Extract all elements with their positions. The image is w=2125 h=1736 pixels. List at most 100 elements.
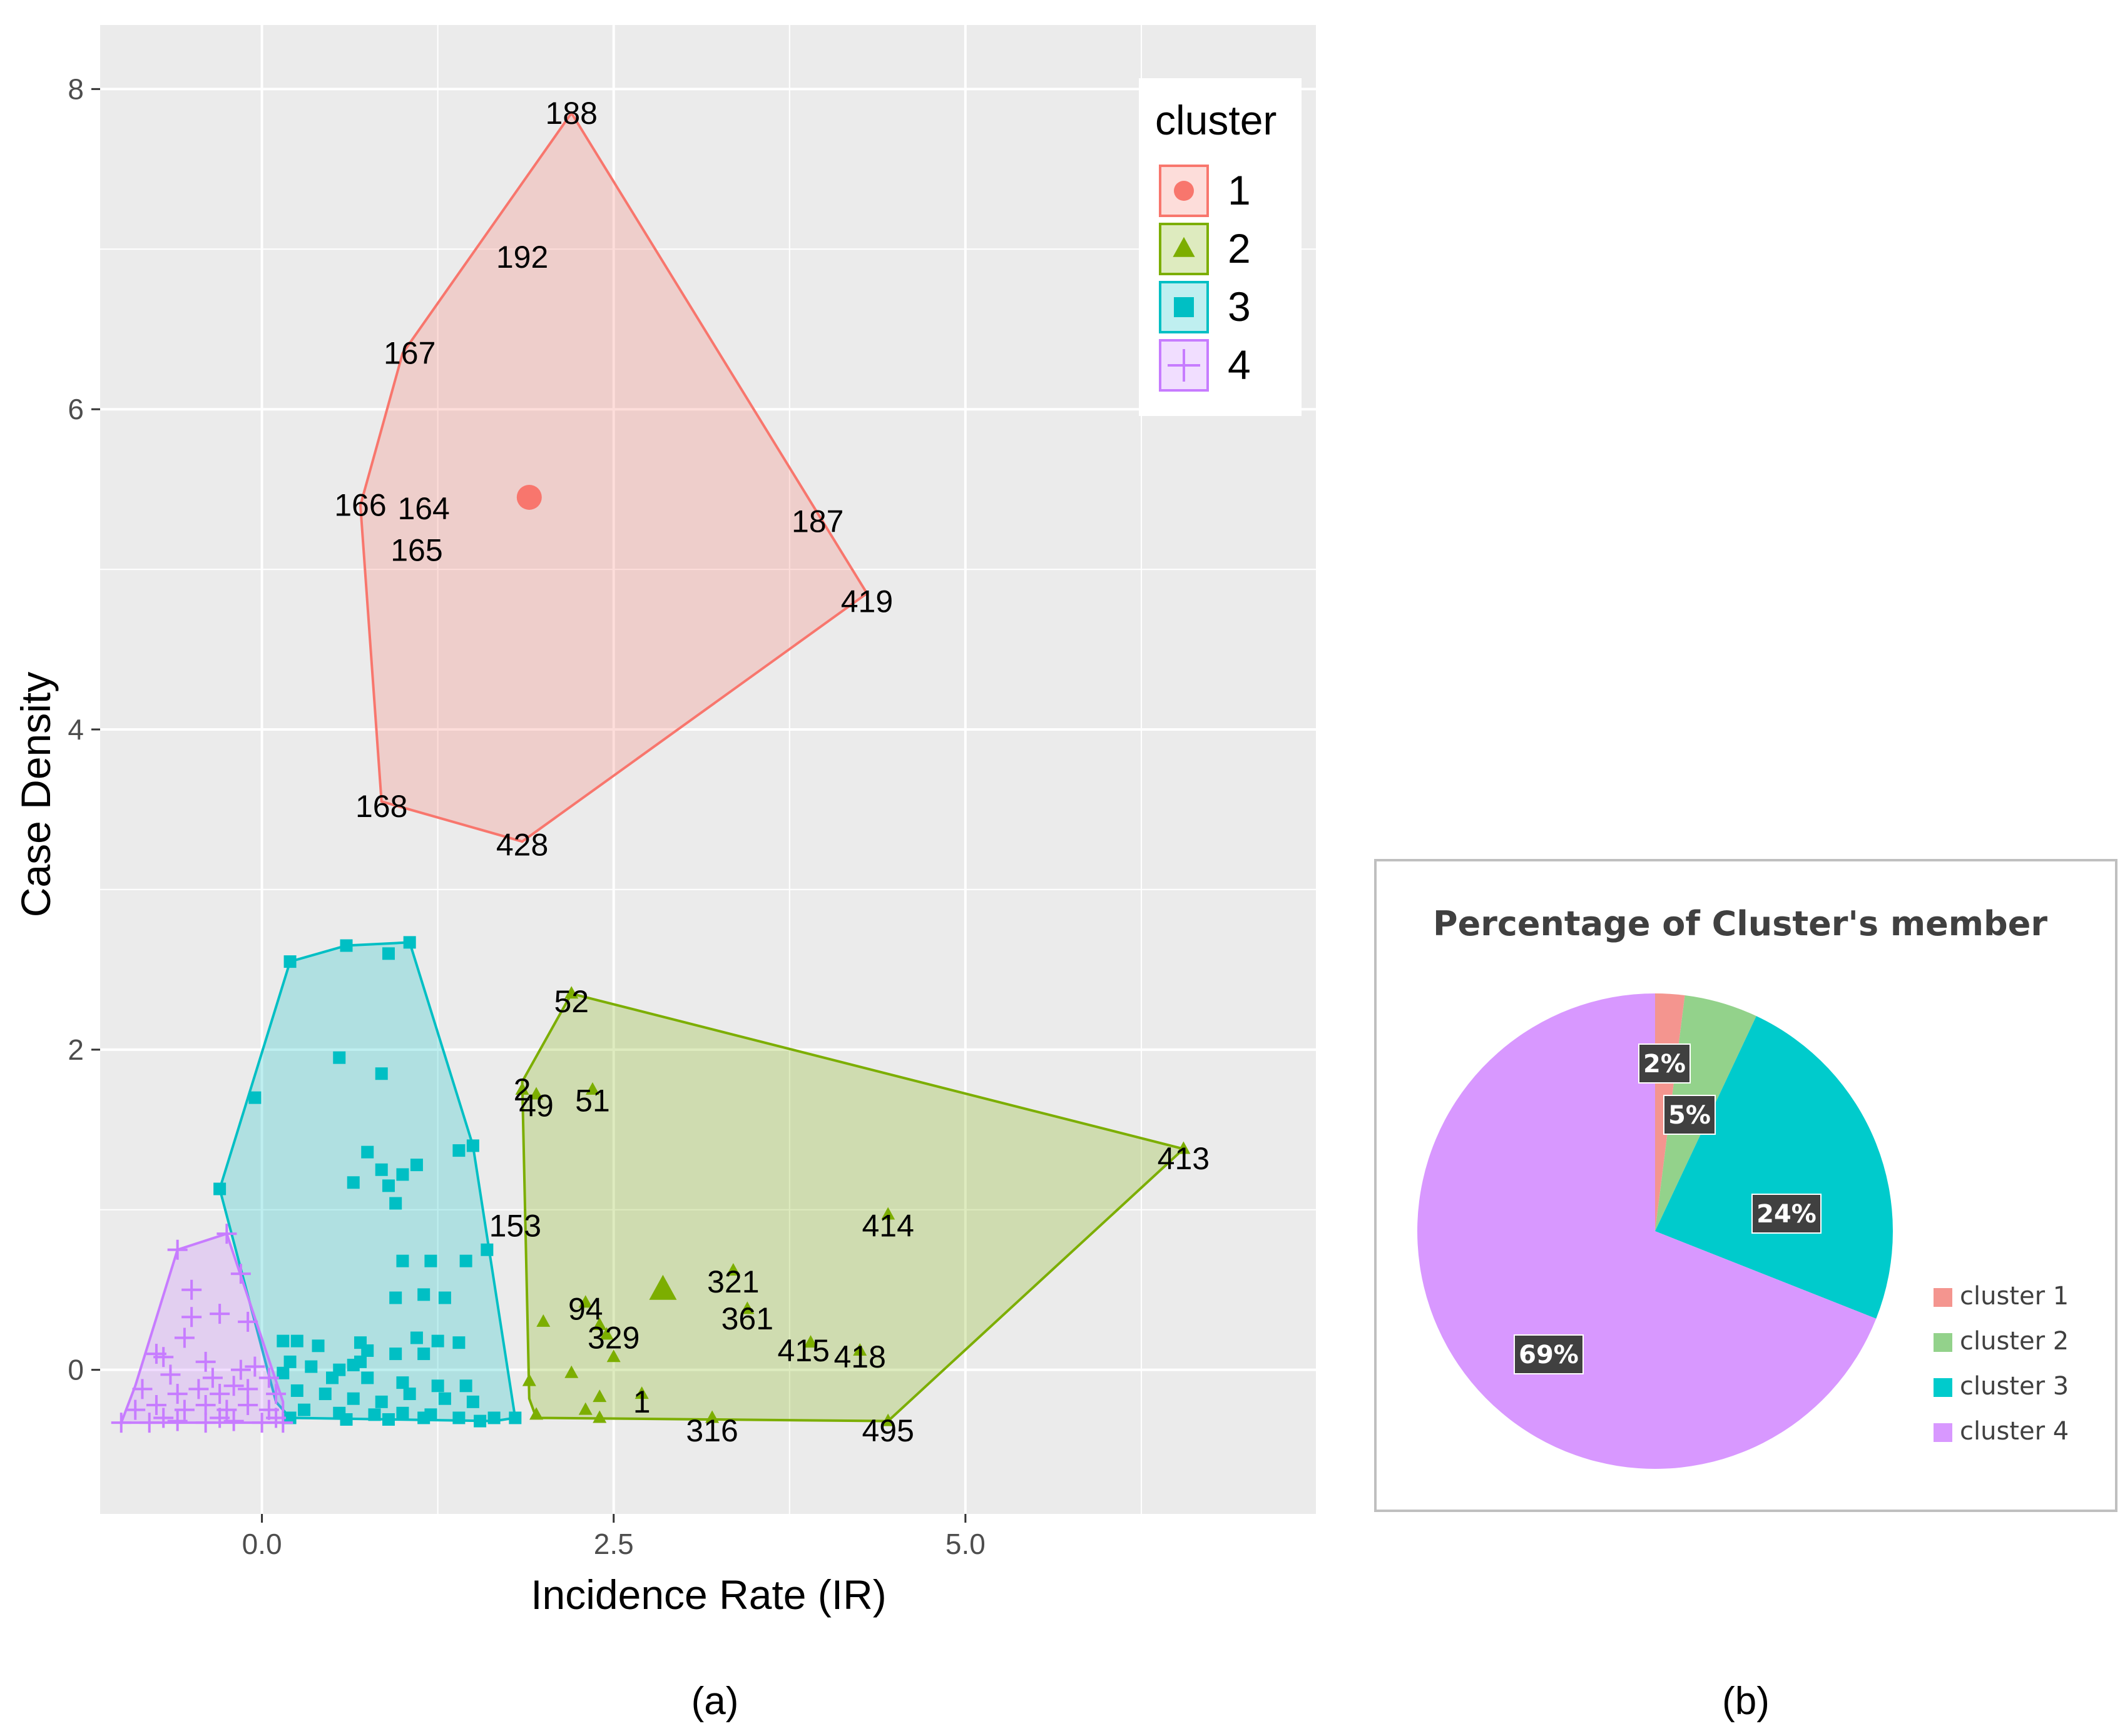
cluster-legend: cluster 1 2 3 4 (1139, 78, 1302, 416)
cluster-3-point (410, 1159, 423, 1172)
cluster-4-point (174, 1327, 195, 1348)
x-axis-title: Incidence Rate (IR) (531, 1571, 887, 1618)
cluster-4-point (223, 1411, 244, 1431)
cluster-3-point (347, 1392, 360, 1405)
data-label-text: 2% (1643, 1050, 1686, 1079)
legend-item-cluster-1: 1 (1159, 165, 1251, 217)
data-label-box (1751, 1194, 1822, 1234)
cluster-4-point (125, 1399, 146, 1420)
point-label: 2 (514, 1072, 531, 1107)
point-label: 167 (384, 336, 436, 371)
cluster-3-point (459, 1379, 472, 1393)
point-label: 94 (568, 1291, 603, 1326)
panel-caption-a: (a) (691, 1680, 739, 1723)
pie-legend-label: cluster 4 (1960, 1417, 2069, 1446)
cluster-4-point (153, 1408, 174, 1428)
point-label: 192 (496, 240, 548, 275)
cluster-3-point (410, 1331, 423, 1344)
cluster-3-point (361, 1371, 374, 1384)
cluster-3-point (396, 1376, 409, 1389)
point-label: 361 (721, 1301, 773, 1336)
cluster-3-point (283, 955, 297, 968)
point-label: 418 (834, 1339, 886, 1374)
cluster-3-point (466, 1395, 479, 1408)
cluster-3-point (290, 1334, 303, 1348)
cluster-3-point (487, 1411, 501, 1424)
cluster-2-centroid (649, 1274, 677, 1300)
data-label-box (1638, 1043, 1691, 1084)
cluster-4-point (167, 1239, 188, 1260)
cluster-3-point (326, 1371, 339, 1384)
cluster-4-point (195, 1413, 216, 1433)
data-label-box (1663, 1095, 1716, 1135)
point-label: 166 (334, 488, 386, 523)
legend-item-cluster-2: 2 (1159, 223, 1251, 275)
cluster-2-point (881, 1413, 895, 1426)
pie-legend-item: cluster 1 (1934, 1282, 2069, 1311)
point-label: 415 (778, 1333, 830, 1368)
cluster-3-point (248, 1091, 262, 1104)
cluster-4-point (230, 1359, 251, 1380)
point-label: 187 (792, 504, 843, 539)
gridlines (100, 25, 1318, 1514)
cluster-4-point (238, 1394, 258, 1415)
cluster-2-point (593, 1410, 607, 1423)
point-label: 419 (841, 584, 893, 619)
point-label: 316 (686, 1413, 738, 1448)
cluster-2-point (529, 1407, 544, 1420)
point-label: 188 (546, 96, 598, 131)
legend-key-marker (1174, 297, 1194, 317)
cluster-3-point (459, 1254, 472, 1267)
cluster-3-point (340, 1413, 353, 1426)
cluster-3-point (438, 1392, 451, 1405)
cluster-3-point (318, 1388, 332, 1401)
cluster-3-point (452, 1336, 466, 1349)
cluster-3-point (396, 1168, 409, 1181)
data-label-box (1514, 1334, 1584, 1374)
cluster-4-point (223, 1376, 244, 1396)
cluster-2-point (740, 1301, 755, 1314)
cluster-2-point (599, 1327, 614, 1340)
point-label: 164 (397, 491, 449, 526)
cluster-4-point (111, 1413, 131, 1433)
cluster-3-point (431, 1334, 444, 1348)
cluster-3-point (389, 1291, 402, 1304)
x-tick-label: 0.0 (242, 1528, 282, 1560)
point-label: 428 (496, 827, 548, 862)
pie-data-label: 2% (1638, 1043, 1691, 1084)
cluster-3-point (431, 1379, 444, 1393)
cluster-3-point (375, 1395, 388, 1408)
cluster-2-point (585, 1082, 599, 1095)
legend-background (1139, 78, 1302, 416)
panel-caption-b: (b) (1722, 1680, 1770, 1723)
x-tick-label: 2.5 (594, 1528, 634, 1560)
y-tick-label: 0 (68, 1354, 84, 1386)
cluster-3-point (347, 1359, 360, 1371)
point-label: 413 (1158, 1141, 1210, 1176)
cluster-3-point (452, 1411, 466, 1424)
point-label: 1 (633, 1384, 651, 1419)
cluster-2-point (803, 1335, 818, 1348)
point-label: 321 (707, 1264, 759, 1299)
cluster-4-point (245, 1356, 265, 1377)
cluster-4-point (132, 1379, 153, 1399)
cluster-4-point (202, 1368, 223, 1388)
cluster-4-point (167, 1411, 188, 1431)
cluster-3-point (375, 1067, 388, 1080)
cluster-4-point (195, 1394, 216, 1415)
cluster-3-point (375, 1163, 388, 1176)
cluster-3-point (396, 1406, 409, 1419)
cluster-2-point (705, 1410, 720, 1423)
cluster-2-point (606, 1349, 621, 1363)
pie-legend-label: cluster 3 (1960, 1372, 2069, 1401)
pie-legend: cluster 1 cluster 2 cluster 3 cluster 4 (1934, 1282, 2069, 1446)
cluster-3-point (466, 1139, 479, 1152)
cluster-2-point (578, 1295, 593, 1308)
cluster-4-point (230, 1264, 251, 1284)
cluster-4-point (139, 1413, 160, 1433)
pie-chart: Percentage of Cluster's member 2% 5% 24% 69… (1374, 859, 2117, 1723)
legend-label: 1 (1228, 167, 1251, 213)
pie-data-label: 69% (1514, 1334, 1584, 1374)
